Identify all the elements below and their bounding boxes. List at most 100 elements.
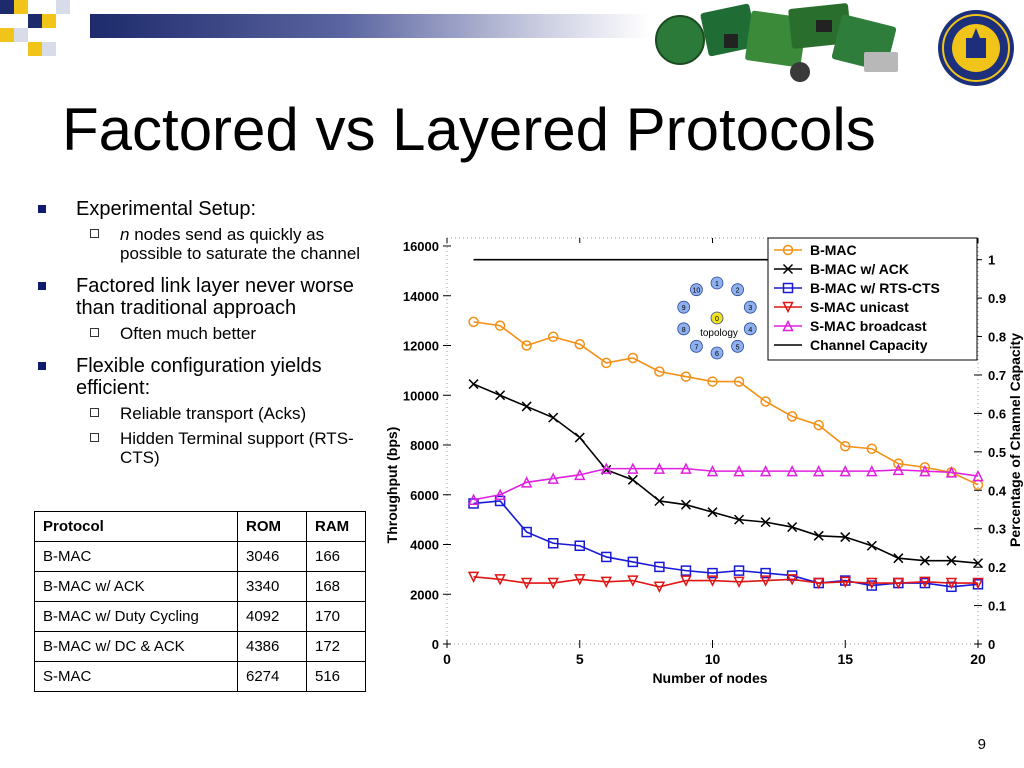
table-header-cell: Protocol (34, 511, 238, 542)
data-point (760, 517, 771, 528)
table-row: B-MAC 3046 166 (34, 541, 366, 572)
table-cell: 3340 (237, 571, 307, 602)
sub-bullet-text: nodes send as quickly as possible to sat… (120, 225, 361, 263)
data-point (495, 390, 506, 401)
series-line (473, 383, 979, 564)
table-cell: 170 (306, 601, 366, 632)
table-cell: B-MAC (34, 541, 238, 572)
sub-bullet-text: Reliable transport (Acks) (120, 404, 307, 423)
data-point (521, 526, 532, 538)
topology-node-label: 10 (693, 288, 701, 295)
data-point (893, 553, 904, 564)
table-row: B-MAC w/ DC & ACK 4386 172 (34, 631, 366, 662)
data-point (782, 301, 794, 314)
data-point (759, 464, 772, 477)
data-point (945, 466, 958, 478)
data-point (547, 472, 559, 484)
x-tick-label: 20 (970, 651, 986, 667)
table-header-cell: RAM (306, 511, 366, 542)
data-point (759, 575, 772, 587)
corner-decoration (0, 0, 70, 56)
sub-bullet-italic-prefix: n (120, 225, 130, 244)
data-point (760, 567, 771, 579)
data-point (972, 577, 984, 590)
y-tick-label: 14000 (403, 289, 439, 304)
data-point (866, 464, 878, 477)
bullet-text: Flexible configuration yields efficient: (76, 355, 322, 399)
topology-node-label: 2 (736, 288, 740, 295)
series-s-mac-unicast (467, 571, 984, 593)
data-point (866, 577, 878, 590)
series-s-mac-broadcast (467, 462, 984, 505)
data-point (733, 576, 745, 588)
data-point (786, 464, 798, 477)
bullet-item: Experimental Setup: (38, 198, 368, 220)
y-axis-right-label: Percentage of Channel Capacity (1007, 333, 1023, 547)
data-point (892, 463, 905, 476)
sub-bullet-item: Reliable transport (Acks) (38, 404, 368, 423)
table-cell: 6274 (237, 661, 307, 692)
data-point (627, 352, 639, 364)
y-right-tick-label: 0.1 (988, 599, 1006, 614)
table-cell: B-MAC w/ DC & ACK (34, 631, 238, 662)
data-point (468, 379, 479, 390)
legend-entry: B-MAC w/ RTS-CTS (774, 280, 940, 296)
data-point (494, 495, 506, 507)
data-point (494, 488, 506, 500)
y-right-tick-label: 0.2 (988, 560, 1006, 575)
table-cell: 168 (306, 571, 366, 602)
legend-entry: Channel Capacity (774, 337, 928, 353)
x-tick-label: 10 (705, 651, 721, 667)
data-point (521, 401, 532, 412)
data-point (919, 464, 931, 477)
y-axis-label: Throughput (bps) (384, 427, 400, 544)
bullet-list: Experimental Setup: n nodes send as quic… (38, 198, 368, 473)
x-tick-label: 0 (443, 651, 451, 667)
data-point (892, 577, 905, 590)
data-point (812, 577, 825, 590)
data-point (627, 474, 638, 485)
table-row: B-MAC w/ Duty Cycling 4092 170 (34, 601, 366, 632)
data-point (547, 331, 559, 343)
data-point (707, 507, 718, 518)
data-point (972, 558, 984, 569)
data-point (653, 462, 666, 474)
hollow-square-marker-icon (90, 408, 99, 417)
data-point (468, 316, 479, 328)
topology-node (743, 300, 757, 314)
data-point (866, 540, 877, 551)
data-point (893, 458, 904, 469)
data-point (734, 514, 745, 525)
data-point (574, 574, 586, 586)
data-point (760, 396, 771, 407)
data-point (786, 574, 798, 586)
data-point (654, 561, 665, 573)
data-point (520, 476, 533, 488)
data-point (840, 532, 851, 543)
topology-inset: 0 1 2 3 4 5 6 7 8 9 10 topology (677, 276, 757, 360)
data-point (574, 339, 585, 350)
data-point (467, 571, 480, 584)
data-point (680, 462, 692, 474)
data-point (945, 577, 958, 590)
y-tick-label: 0 (432, 637, 439, 652)
table-row: S-MAC 6274 516 (34, 661, 366, 692)
data-point (919, 555, 930, 566)
bullet-item: Flexible configuration yields efficient: (38, 355, 368, 399)
data-point (782, 282, 794, 294)
topology-node (710, 276, 724, 290)
y-tick-label: 12000 (403, 339, 439, 354)
series-b-mac-w-ack (468, 379, 984, 569)
y-right-tick-label: 1 (988, 253, 995, 268)
y-tick-label: 6000 (410, 488, 439, 503)
table-cell: 3046 (237, 541, 307, 572)
data-point (548, 412, 559, 423)
data-point (680, 499, 691, 510)
y-right-tick-label: 0.7 (988, 368, 1006, 383)
data-point (946, 555, 957, 566)
topology-node-label: 7 (694, 344, 698, 351)
legend-box (767, 237, 978, 361)
data-point (733, 464, 745, 477)
data-point (680, 565, 692, 576)
topology-node-label: 8 (682, 327, 686, 334)
